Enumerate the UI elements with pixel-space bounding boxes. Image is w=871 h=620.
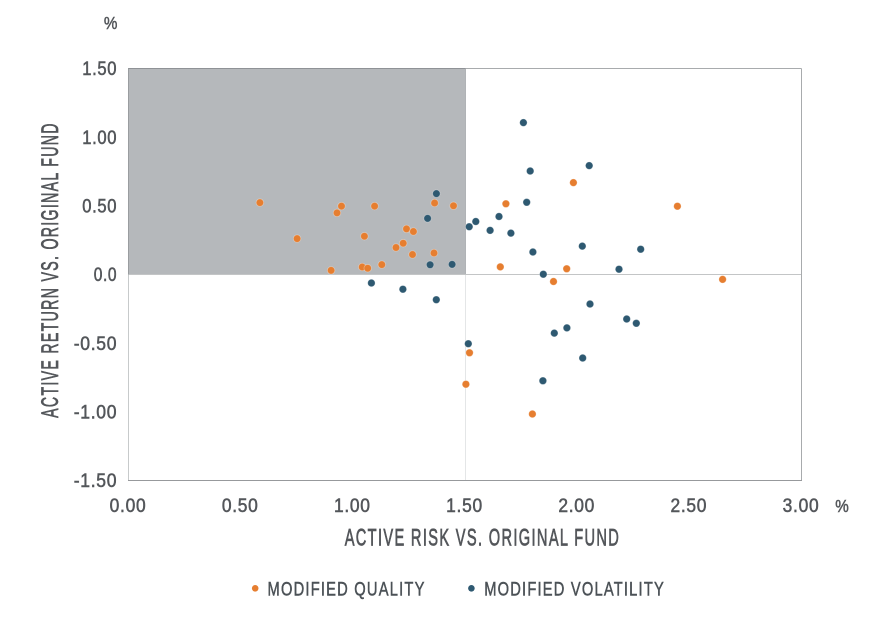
svg-text:ACTIVE RETURN VS. ORIGINAL FUN: ACTIVE RETURN VS. ORIGINAL FUND — [37, 122, 64, 418]
svg-text:0.0: 0.0 — [94, 264, 118, 286]
svg-text:ACTIVE RISK VS. ORIGINAL FUND: ACTIVE RISK VS. ORIGINAL FUND — [345, 525, 621, 552]
svg-text:-1.50: -1.50 — [74, 470, 118, 492]
svg-text:-1.00: -1.00 — [74, 401, 118, 423]
svg-text:%: % — [104, 13, 118, 33]
svg-text:0.50: 0.50 — [222, 495, 259, 517]
svg-text:1.00: 1.00 — [334, 495, 371, 517]
svg-text:2.50: 2.50 — [670, 495, 707, 517]
svg-text:1.00: 1.00 — [82, 127, 117, 149]
svg-text:2.00: 2.00 — [558, 495, 595, 517]
svg-text:3.00: 3.00 — [783, 495, 820, 517]
svg-text:1.50: 1.50 — [446, 495, 483, 517]
svg-text:%: % — [835, 496, 849, 516]
svg-text:MODIFIED QUALITY: MODIFIED QUALITY — [268, 578, 426, 600]
svg-text:0.00: 0.00 — [110, 495, 147, 517]
svg-text:MODIFIED VOLATILITY: MODIFIED VOLATILITY — [484, 578, 665, 600]
svg-text:-0.50: -0.50 — [74, 333, 118, 355]
svg-text:1.50: 1.50 — [82, 58, 117, 80]
svg-text:0.50: 0.50 — [82, 195, 117, 217]
